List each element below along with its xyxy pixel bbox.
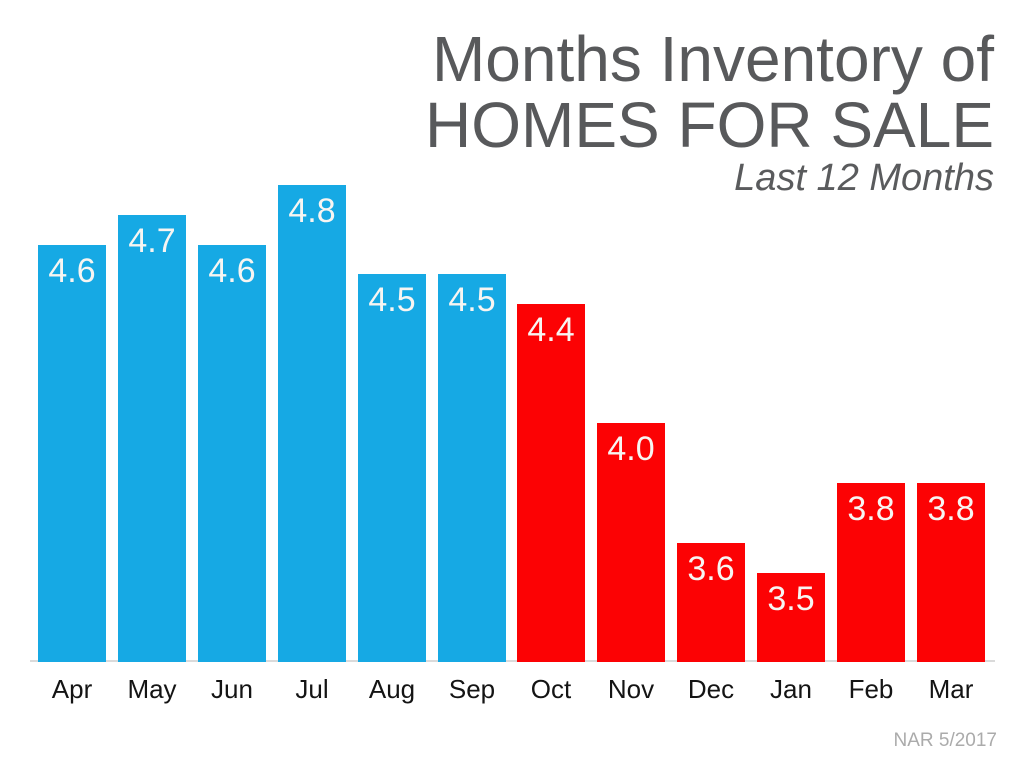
bar-value-label: 3.8 bbox=[847, 490, 895, 528]
x-axis-label-may: May bbox=[127, 674, 177, 704]
bar-value-label: 4.5 bbox=[448, 281, 496, 319]
bar-mar: 3.8 bbox=[917, 483, 985, 662]
bar-jan: 3.5 bbox=[757, 573, 825, 662]
x-axis-label-mar: Mar bbox=[928, 674, 974, 704]
bar-feb: 3.8 bbox=[837, 483, 905, 662]
bar-value-label: 4.7 bbox=[128, 222, 176, 260]
bar-jul: 4.8 bbox=[278, 185, 346, 662]
chart-title-block: Months Inventory of HOMES FOR SALE Last … bbox=[425, 26, 994, 198]
bar-value-label: 4.4 bbox=[527, 311, 575, 349]
bar-aug: 4.5 bbox=[358, 274, 426, 662]
bar-nov: 4.0 bbox=[597, 423, 665, 662]
x-axis-label-dec: Dec bbox=[687, 674, 735, 704]
x-axis-label-aug: Aug bbox=[368, 674, 416, 704]
x-axis-label-feb: Feb bbox=[848, 674, 894, 704]
chart-subtitle: Last 12 Months bbox=[734, 157, 994, 199]
x-axis-label-jan: Jan bbox=[770, 674, 812, 704]
x-axis-line bbox=[30, 660, 995, 662]
x-axis-label-apr: Apr bbox=[51, 674, 93, 704]
bar-value-label: 4.0 bbox=[607, 430, 655, 468]
bar-sep: 4.5 bbox=[438, 274, 506, 662]
x-axis-label-oct: Oct bbox=[530, 674, 572, 704]
bar-value-label: 4.6 bbox=[48, 252, 96, 290]
x-axis-label-nov: Nov bbox=[607, 674, 655, 704]
bar-dec: 3.6 bbox=[677, 543, 745, 662]
bar-apr: 4.6 bbox=[38, 245, 106, 662]
source-credit: NAR 5/2017 bbox=[893, 730, 997, 751]
bar-oct: 4.4 bbox=[517, 304, 585, 662]
chart-title-line-2: HOMES FOR SALE bbox=[425, 89, 994, 161]
bar-jun: 4.6 bbox=[198, 245, 266, 662]
x-axis-label-sep: Sep bbox=[448, 674, 496, 704]
bar-value-label: 4.6 bbox=[208, 252, 256, 290]
x-axis-label-jul: Jul bbox=[295, 674, 329, 704]
bar-may: 4.7 bbox=[118, 215, 186, 662]
bar-value-label: 3.8 bbox=[927, 490, 975, 528]
chart-title-line-1: Months Inventory of bbox=[431, 23, 994, 95]
bar-value-label: 4.8 bbox=[288, 192, 336, 230]
bar-value-label: 3.5 bbox=[767, 580, 815, 618]
bar-value-label: 4.5 bbox=[368, 281, 416, 319]
bar-value-label: 3.6 bbox=[687, 550, 735, 588]
x-axis-label-jun: Jun bbox=[211, 674, 253, 704]
